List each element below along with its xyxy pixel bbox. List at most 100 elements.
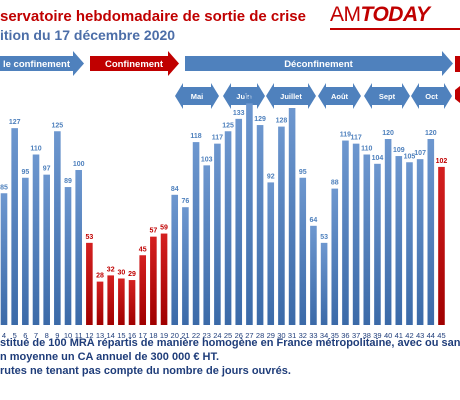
month-arrow-5 — [411, 83, 452, 109]
bar-week-14 — [107, 275, 114, 325]
value-label-week-39: 104 — [372, 155, 384, 162]
bar-week-10 — [64, 187, 72, 325]
bar-week-29 — [267, 182, 275, 325]
bar-week-19 — [160, 233, 168, 325]
month-arrow-3 — [318, 83, 361, 109]
x-tick-label-34: 34 — [320, 331, 328, 340]
value-label-week-28: 129 — [254, 116, 266, 123]
x-tick-label-23: 23 — [203, 331, 211, 340]
period-arrow-2 — [185, 51, 453, 76]
x-tick-label-35: 35 — [331, 331, 339, 340]
value-label-week-21: 76 — [181, 198, 189, 205]
x-tick-label-19: 19 — [160, 331, 168, 340]
value-label-week-33: 64 — [310, 217, 318, 224]
x-tick-label-41: 41 — [395, 331, 403, 340]
value-label-week-45: 102 — [436, 158, 448, 165]
month-label-4: Sept — [379, 92, 396, 101]
x-tick-label-15: 15 — [117, 331, 125, 340]
period-arrows: le confinement Confinement Déconfinement — [0, 51, 460, 76]
value-label-week-15: 30 — [117, 270, 125, 277]
footer-line-3: rutes ne tenant pas compte du nombre de … — [0, 365, 291, 377]
x-tick-label-44: 44 — [427, 331, 435, 340]
x-tick-label-21: 21 — [181, 331, 189, 340]
bar-week-26 — [235, 118, 243, 325]
value-label-week-12: 53 — [85, 234, 93, 241]
bar-week-35 — [331, 188, 339, 325]
bar-week-24 — [214, 143, 221, 325]
bar-week-23 — [203, 165, 211, 325]
bar-week-5 — [11, 128, 18, 325]
x-tick-label-32: 32 — [299, 331, 307, 340]
x-tick-label-20: 20 — [171, 331, 179, 340]
period-arrow-1 — [90, 51, 179, 76]
month-label-3: Août — [331, 92, 349, 101]
period-arrow-0 — [0, 51, 84, 76]
x-tick-label-7: 7 — [34, 331, 38, 340]
bar-week-31 — [288, 108, 296, 325]
bar-week-43 — [416, 159, 424, 325]
value-label-week-17: 45 — [139, 246, 147, 253]
bar-week-21 — [182, 207, 189, 325]
bar-week-22 — [192, 142, 200, 325]
value-label-week-26: 133 — [233, 110, 245, 117]
value-label-week-18: 57 — [149, 228, 157, 235]
value-label-week-6: 95 — [21, 169, 29, 176]
page-title: servatoire hebdomadaire de sortie de cri… — [0, 8, 306, 25]
value-label-week-43: 107 — [414, 150, 426, 157]
period-label-0: le confinement — [3, 59, 71, 70]
value-label-week-4: 85 — [0, 184, 8, 191]
x-tick-label-38: 38 — [363, 331, 371, 340]
x-tick-label-10: 10 — [64, 331, 72, 340]
x-tick-label-29: 29 — [267, 331, 275, 340]
logo-am-text: AM — [330, 3, 361, 26]
bar-week-28 — [256, 125, 264, 325]
month-arrow-1 — [223, 83, 265, 109]
bar-week-39 — [374, 163, 381, 325]
x-tick-label-37: 37 — [352, 331, 360, 340]
bar-week-15 — [118, 278, 125, 325]
bar-week-34 — [320, 242, 328, 325]
x-tick-label-45: 45 — [437, 331, 445, 340]
footer-line-2: n moyenne un CA annuel de 300 000 € HT. — [0, 351, 220, 363]
value-label-week-35: 88 — [331, 180, 339, 187]
value-label-week-30: 128 — [276, 118, 288, 125]
x-tick-label-17: 17 — [139, 331, 147, 340]
month-arrow-2 — [266, 83, 316, 109]
x-tick-label-4: 4 — [2, 331, 6, 340]
value-label-week-27: 143 — [244, 94, 256, 101]
value-label-week-13: 28 — [96, 273, 104, 280]
value-label-week-11: 100 — [73, 161, 85, 168]
value-label-week-37: 117 — [350, 135, 361, 142]
x-tick-label-25: 25 — [224, 331, 232, 340]
bar-week-8 — [43, 174, 50, 325]
bar-week-7 — [32, 154, 40, 325]
logo-underline — [330, 28, 460, 30]
x-tick-label-28: 28 — [256, 331, 264, 340]
x-tick-label-42: 42 — [405, 331, 413, 340]
value-label-week-10: 89 — [64, 178, 72, 185]
x-tick-label-40: 40 — [384, 331, 392, 340]
value-label-week-22: 118 — [190, 133, 201, 140]
bar-week-33 — [310, 225, 317, 325]
x-tick-label-6: 6 — [23, 331, 27, 340]
x-tick-label-18: 18 — [149, 331, 157, 340]
x-tick-label-8: 8 — [45, 331, 49, 340]
period-label-2: Déconfinement — [284, 59, 353, 70]
value-label-week-40: 120 — [382, 130, 394, 137]
value-label-week-24: 117 — [212, 135, 223, 142]
value-label-week-42: 105 — [404, 153, 416, 160]
value-label-week-9: 125 — [52, 122, 64, 129]
bar-week-45 — [438, 166, 445, 325]
month-arrow-4 — [364, 83, 410, 109]
month-arrow-edge — [455, 86, 460, 103]
x-tick-label-30: 30 — [277, 331, 285, 340]
value-label-week-5: 127 — [9, 119, 21, 126]
bar-week-9 — [54, 131, 61, 325]
month-arrow-0 — [175, 83, 219, 109]
x-tick-label-13: 13 — [96, 331, 104, 340]
bars-group — [0, 103, 445, 325]
month-label-1: Juin — [236, 92, 252, 101]
x-tick-label-16: 16 — [128, 331, 136, 340]
